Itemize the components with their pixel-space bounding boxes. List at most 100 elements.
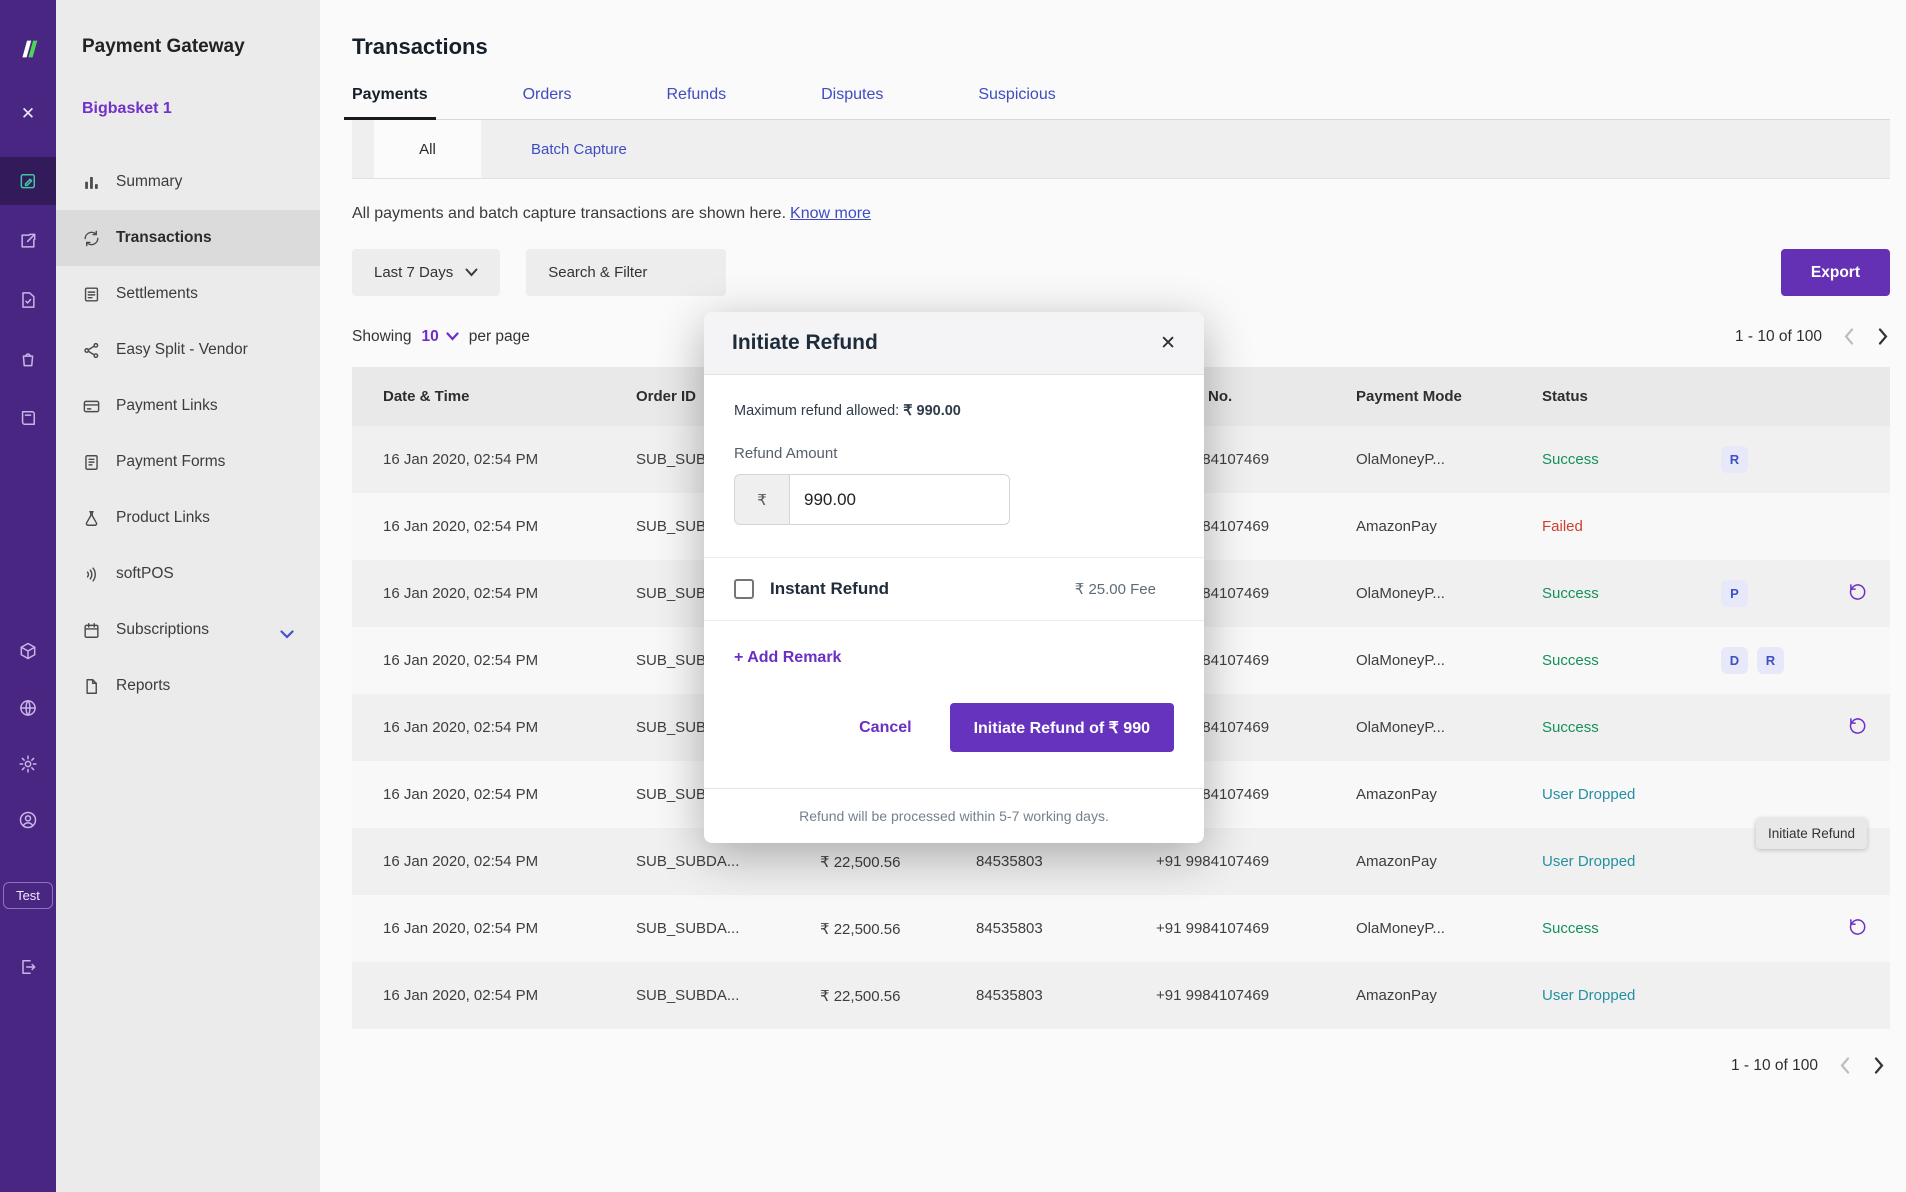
- file-check-icon[interactable]: [0, 285, 56, 315]
- chevron-right-icon: [1874, 1057, 1884, 1074]
- search-filter-button[interactable]: Search & Filter: [526, 249, 727, 296]
- subtab-all[interactable]: All: [374, 120, 481, 178]
- dispute-badge: D: [1721, 647, 1748, 674]
- description-text: All payments and batch capture transacti…: [352, 205, 871, 222]
- logout-icon[interactable]: [0, 952, 56, 982]
- sidebar-item-summary[interactable]: Summary: [56, 154, 320, 210]
- sidebar-item-reports[interactable]: Reports: [56, 658, 320, 714]
- cell-badges: P: [1721, 580, 1846, 607]
- package-box-icon[interactable]: [0, 636, 56, 666]
- refund-badge: R: [1757, 647, 1784, 674]
- chevron-left-icon: [1844, 328, 1854, 345]
- initiate-refund-icon[interactable]: [1846, 580, 1870, 607]
- sidebar-item-easy-split-vendor[interactable]: Easy Split - Vendor: [56, 322, 320, 378]
- table-row[interactable]: 16 Jan 2020, 02:54 PM SUB_SUBDA... ₹ 22,…: [352, 895, 1890, 962]
- cell-transaction-id: 84535803: [976, 987, 1043, 1004]
- max-refund-value: ₹ 990.00: [903, 403, 961, 419]
- refund-amount-group: ₹: [734, 474, 1010, 525]
- tab-disputes[interactable]: Disputes: [821, 86, 884, 103]
- cell-amount: ₹ 22,500.56: [820, 920, 901, 938]
- sidebar-item-payment-links[interactable]: Payment Links: [56, 378, 320, 434]
- add-remark-link[interactable]: + Add Remark: [734, 649, 842, 666]
- app-title: Payment Gateway: [82, 36, 245, 57]
- external-link-icon[interactable]: [0, 226, 56, 256]
- tab-suspicious[interactable]: Suspicious: [978, 86, 1056, 103]
- sidebar-item-settlements[interactable]: Settlements: [56, 266, 320, 322]
- pagination-range: 1 - 10 of 100: [1730, 1056, 1818, 1074]
- close-icon[interactable]: ✕: [1160, 332, 1176, 354]
- tab-refunds[interactable]: Refunds: [666, 86, 727, 103]
- table-row[interactable]: 16 Jan 2020, 02:54 PM SUB_SUBDA... ₹ 22,…: [352, 962, 1890, 1029]
- merchant-name[interactable]: Bigbasket 1: [82, 100, 172, 117]
- per-page-dropdown[interactable]: 10: [421, 328, 459, 346]
- pagination-top: 1 - 10 of 100: [1735, 326, 1890, 347]
- close-icon[interactable]: ✕: [20, 104, 36, 123]
- max-refund-text: Maximum refund allowed: ₹ 990.00: [734, 403, 961, 419]
- chevron-left-icon: [1840, 1057, 1850, 1074]
- sidebar-item-label: Transactions: [116, 229, 212, 246]
- refund-amount-input[interactable]: [789, 474, 1010, 525]
- cancel-button[interactable]: Cancel: [859, 718, 912, 736]
- bar-chart-icon: [82, 173, 101, 192]
- initiate-refund-button[interactable]: Initiate Refund of ₹ 990: [949, 703, 1174, 752]
- cell-amount: ₹ 22,500.56: [820, 987, 901, 1005]
- sidebar-item-label: Product Links: [116, 509, 210, 526]
- header-date-time: Date & Time: [383, 388, 470, 405]
- cell-order-id: SUB_SUBDA...: [636, 920, 740, 937]
- modal-actions: Cancel Initiate Refund of ₹ 990: [734, 703, 1174, 752]
- sidebar-item-softpos[interactable]: softPOS: [56, 546, 320, 602]
- prev-page-button[interactable]: [1842, 326, 1856, 347]
- transactions-icon: [82, 229, 101, 248]
- next-page-button[interactable]: [1876, 326, 1890, 347]
- tab-payments[interactable]: Payments: [344, 86, 436, 120]
- cell-payment-mode: OlaMoneyP...: [1356, 585, 1445, 602]
- sidebar-item-label: Settlements: [116, 285, 198, 302]
- test-mode-pill[interactable]: Test: [0, 876, 56, 914]
- cell-date: 16 Jan 2020, 02:54 PM: [383, 786, 539, 803]
- instant-refund-row: Instant Refund ₹ 25.00 Fee: [704, 557, 1204, 621]
- sidebar-item-payment-forms[interactable]: Payment Forms: [56, 434, 320, 490]
- cell-date: 16 Jan 2020, 02:54 PM: [383, 719, 539, 736]
- chevron-down-icon: [446, 332, 459, 341]
- sidebar-item-label: Easy Split - Vendor: [116, 341, 248, 358]
- edit-square-icon[interactable]: [0, 157, 56, 205]
- tab-orders[interactable]: Orders: [522, 86, 572, 103]
- initiate-refund-icon[interactable]: [1846, 915, 1870, 942]
- cell-payment-mode: OlaMoneyP...: [1356, 920, 1445, 937]
- gear-icon[interactable]: [0, 749, 56, 779]
- sidebar-item-subscriptions[interactable]: Subscriptions: [56, 602, 320, 658]
- sidebar-item-transactions[interactable]: Transactions: [56, 210, 320, 266]
- instant-refund-checkbox[interactable]: [734, 579, 754, 599]
- cell-date: 16 Jan 2020, 02:54 PM: [383, 518, 539, 535]
- cell-refund-action: [1846, 714, 1890, 741]
- status-badge: Success: [1542, 652, 1599, 669]
- instant-refund-label: Instant Refund: [770, 579, 889, 598]
- date-range-filter-button[interactable]: Last 7 Days: [352, 249, 501, 296]
- shopping-bag-icon[interactable]: [0, 344, 56, 374]
- sidebar-item-label: Reports: [116, 677, 171, 694]
- export-button[interactable]: Export: [1780, 249, 1890, 296]
- globe-icon[interactable]: [0, 693, 56, 723]
- next-page-button[interactable]: [1872, 1055, 1886, 1076]
- currency-symbol: ₹: [734, 474, 789, 525]
- chevron-down-icon: [280, 626, 294, 639]
- cell-order-id: SUB_SUBDA...: [636, 987, 740, 1004]
- prev-page-button[interactable]: [1838, 1055, 1852, 1076]
- modal-body: Maximum refund allowed: ₹ 990.00 Refund …: [704, 375, 1204, 843]
- subtab-batch-capture[interactable]: Batch Capture: [531, 140, 627, 158]
- sidebar-item-product-links[interactable]: Product Links: [56, 490, 320, 546]
- cell-amount: ₹ 22,500.56: [820, 853, 901, 871]
- docs-book-icon[interactable]: [0, 403, 56, 433]
- initiate-refund-icon[interactable]: [1846, 714, 1870, 741]
- tab-bar: Payments Orders Refunds Disputes Suspici…: [344, 86, 1890, 120]
- support-person-icon[interactable]: [0, 805, 56, 835]
- cell-badges: R: [1721, 446, 1846, 473]
- status-badge: Failed: [1542, 518, 1583, 535]
- pagination-bottom: 1 - 10 of 100: [352, 1055, 1890, 1076]
- cell-refund-action: [1846, 915, 1890, 942]
- sidebar-item-label: Payment Forms: [116, 453, 226, 470]
- cell-date: 16 Jan 2020, 02:54 PM: [383, 585, 539, 602]
- initiate-refund-modal: Initiate Refund ✕ Maximum refund allowed…: [704, 312, 1204, 843]
- status-badge: Success: [1542, 920, 1599, 937]
- know-more-link[interactable]: Know more: [790, 205, 871, 222]
